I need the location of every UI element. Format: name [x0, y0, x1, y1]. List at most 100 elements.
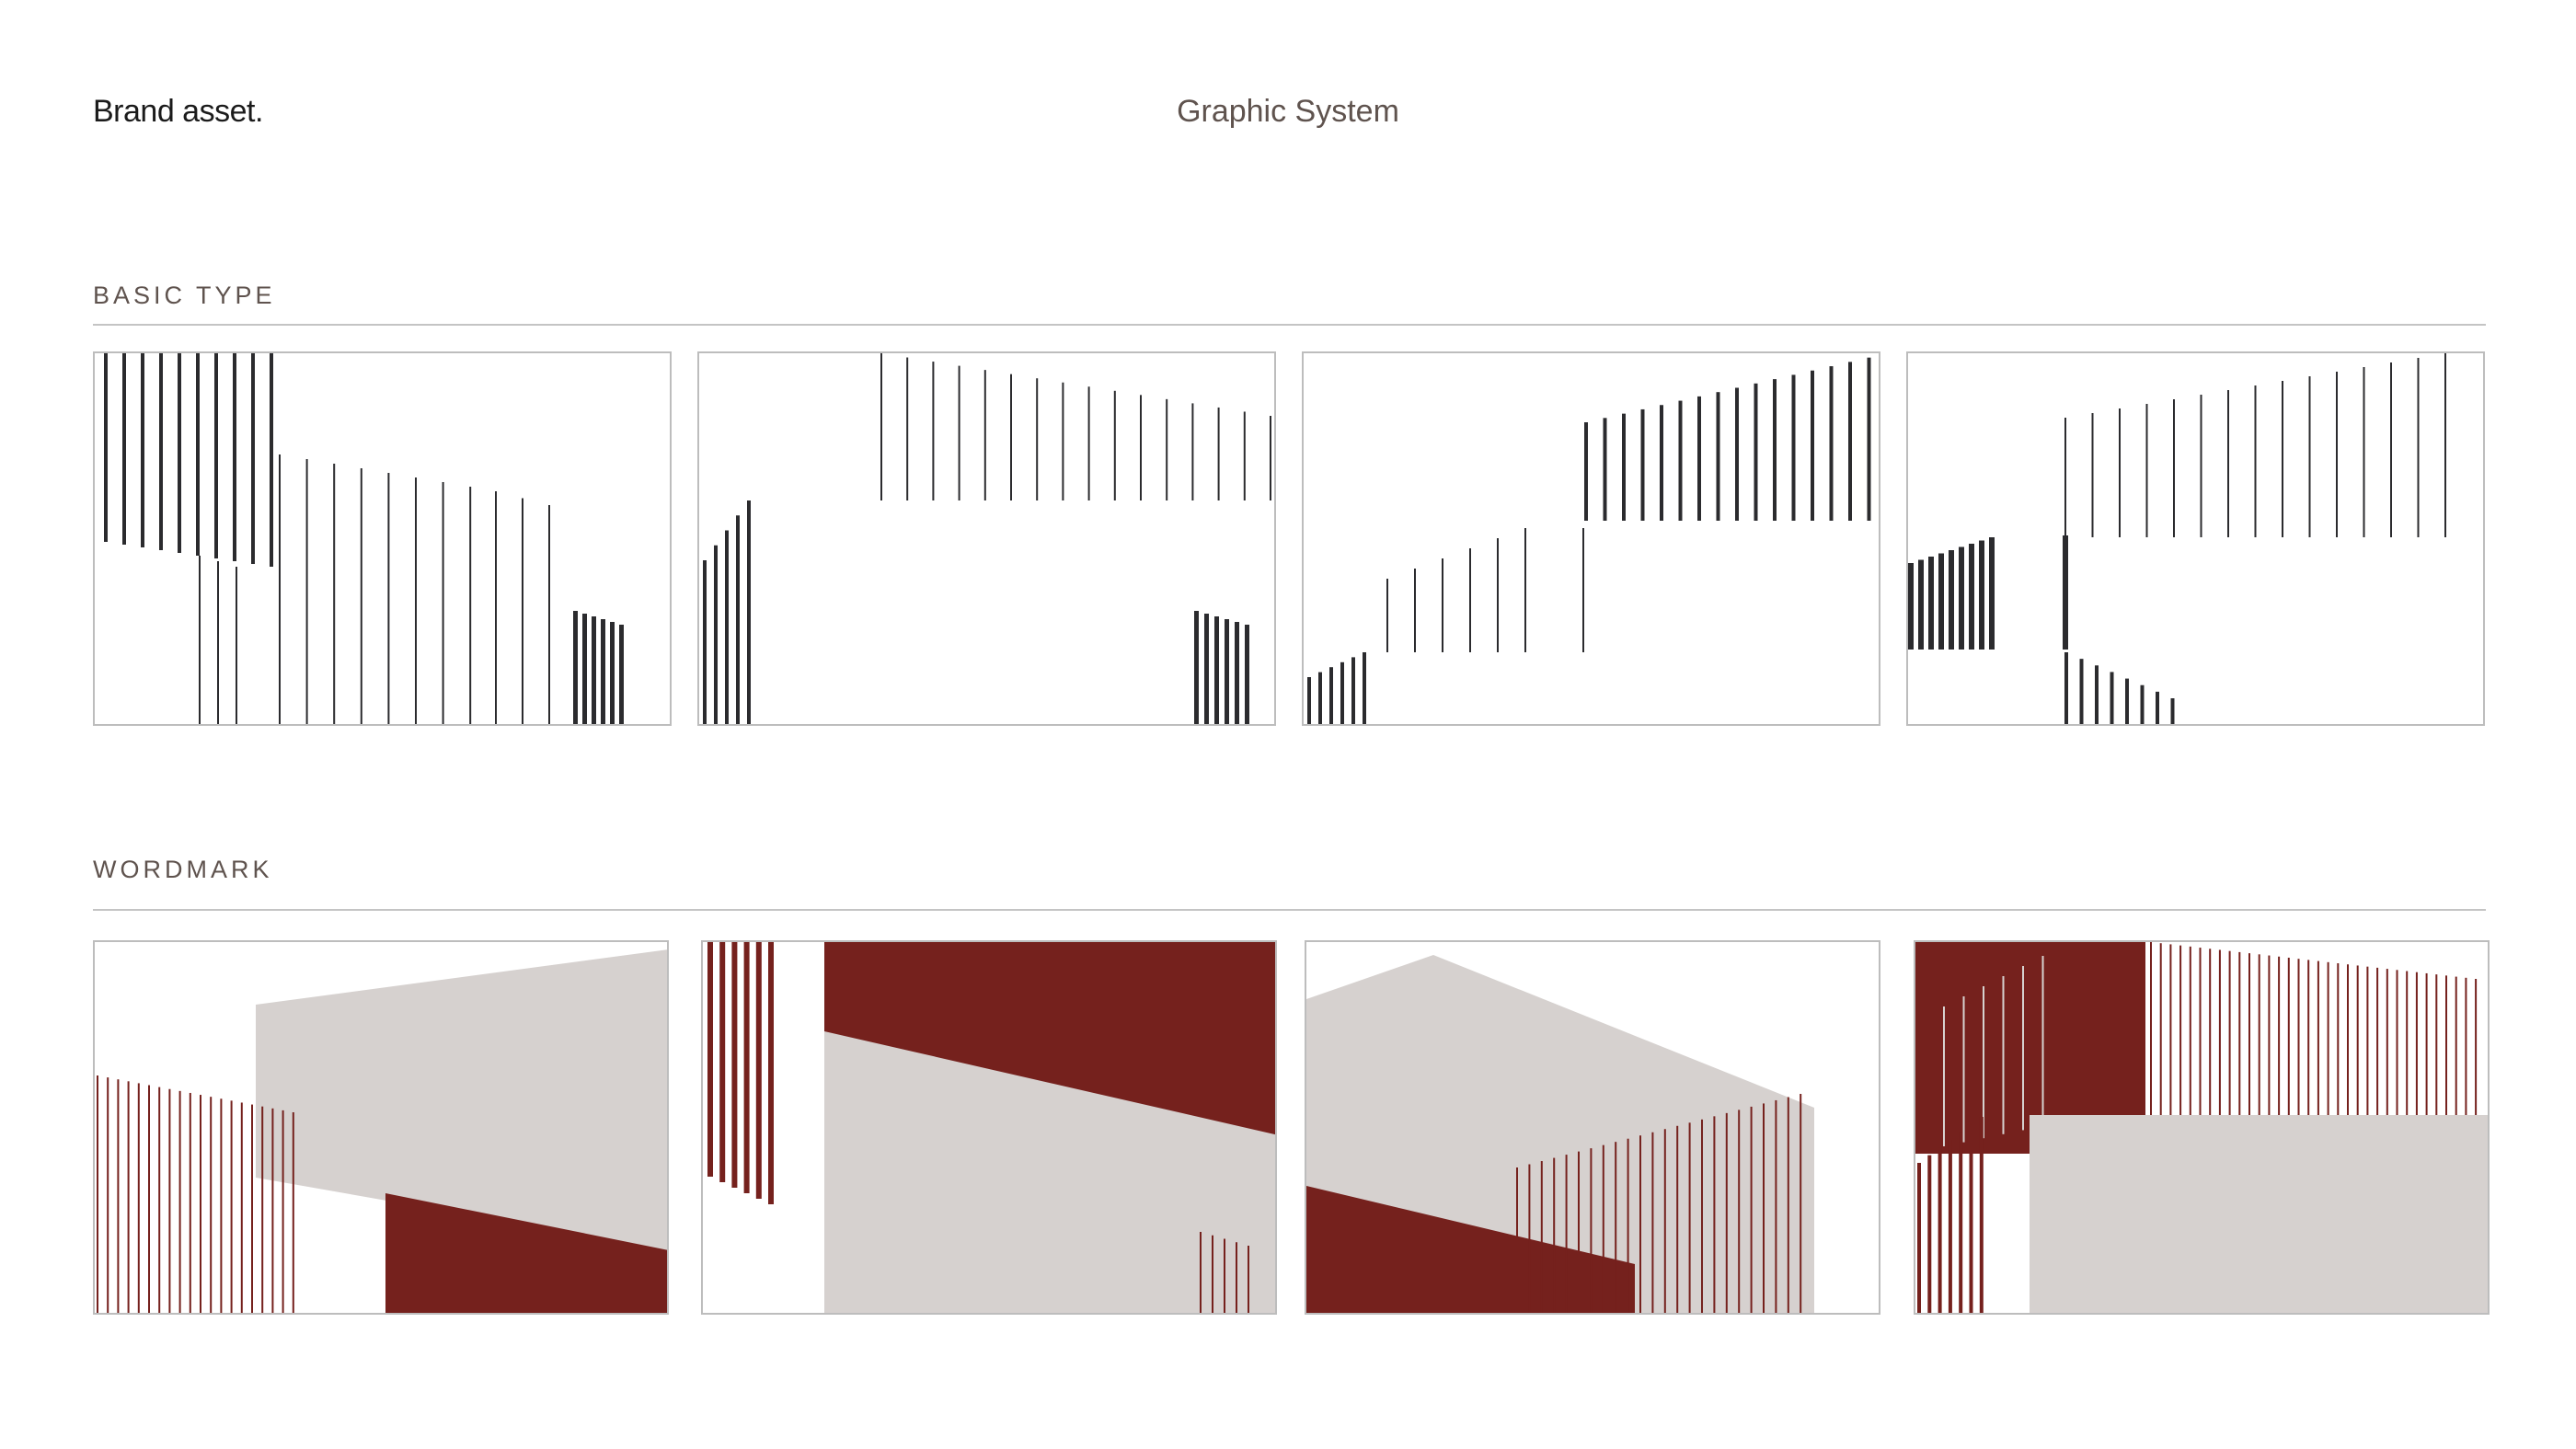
maroon-stripe	[261, 1106, 264, 1313]
maroon-stripe	[1800, 1094, 1802, 1313]
thin-stripe	[906, 357, 909, 500]
thin-stripe	[1113, 390, 1116, 500]
bold-stripe	[1225, 619, 1229, 724]
bold-stripe	[736, 515, 740, 724]
bold-stripe	[1949, 550, 1954, 650]
maroon-stripe	[2347, 964, 2349, 1115]
page-title: Graphic System	[1177, 94, 1399, 129]
basic-type-panel-4	[1906, 351, 2485, 726]
maroon-stripe	[2386, 969, 2388, 1115]
bold-stripe	[714, 545, 718, 724]
section-label-wordmark: WORDMARK	[93, 856, 273, 883]
bold-stripe	[1678, 400, 1683, 521]
thin-stripe	[983, 370, 986, 500]
thin-stripe	[217, 561, 219, 724]
bold-stripe	[2079, 659, 2084, 724]
thin-stripe	[2417, 358, 2420, 537]
maroon-stripe	[2307, 960, 2310, 1115]
bold-stripe	[1969, 544, 1974, 650]
maroon-stripe	[2435, 974, 2438, 1115]
maroon-stripe	[2415, 972, 2418, 1115]
maroon-stripe	[178, 1090, 181, 1313]
bold-stripe	[1194, 611, 1199, 724]
maroon-stripe	[1775, 1099, 1777, 1313]
bold-stripe	[214, 353, 218, 558]
thin-stripe	[1270, 416, 1271, 500]
maroon-stripe	[1917, 1163, 1921, 1313]
bold-stripe	[1867, 357, 1871, 521]
maroon-stripe	[2366, 966, 2369, 1115]
maroon-stripe	[1701, 1119, 1703, 1313]
wordmark-pattern-4	[1915, 942, 2488, 1313]
maroon-stripe	[127, 1081, 130, 1313]
thin-stripe	[495, 491, 497, 724]
thin-stripe	[2173, 399, 2175, 537]
bold-stripe	[1791, 374, 1796, 521]
wordmark-panel-1	[93, 940, 669, 1315]
maroon-stripe	[743, 942, 750, 1193]
thin-stripe	[1442, 558, 1443, 652]
maroon-stripe	[731, 942, 738, 1188]
bold-stripe	[2064, 652, 2068, 724]
bold-stripe	[1829, 366, 1834, 521]
maroon-stripe	[2209, 949, 2212, 1115]
bold-stripe	[1959, 546, 1964, 650]
thin-stripe	[305, 459, 308, 724]
maroon-stripe	[2297, 959, 2300, 1115]
thin-stripe	[2390, 362, 2392, 537]
thin-stripe	[1191, 403, 1194, 500]
basic-type-pattern-4	[1908, 353, 2446, 724]
thin-stripe	[522, 498, 523, 724]
bold-stripe	[610, 622, 615, 724]
maroon-stripe	[2425, 972, 2428, 1115]
thin-stripe	[1469, 548, 1471, 652]
maroon-stripe	[148, 1085, 150, 1313]
maroon-stripe	[271, 1108, 274, 1313]
maroon-stripe	[2258, 954, 2260, 1115]
grey-stripe	[1962, 996, 1965, 1143]
maroon-stripe	[1651, 1132, 1654, 1313]
maroon-shape	[1306, 1186, 1635, 1313]
bold-stripe	[1979, 540, 1984, 650]
maroon-stripe	[1602, 1144, 1604, 1313]
bold-stripe	[1351, 657, 1355, 724]
thin-stripe	[333, 464, 336, 724]
bold-stripe	[2156, 691, 2159, 724]
basic-type-pattern-2	[703, 353, 1271, 724]
bold-stripe	[1640, 408, 1645, 521]
bold-stripe	[1918, 559, 1924, 650]
maroon-stripe	[230, 1100, 233, 1313]
thin-stripe	[1386, 579, 1388, 652]
maroon-stripe	[1540, 1161, 1543, 1313]
wordmark-panel-3	[1305, 940, 1880, 1315]
maroon-stripe	[220, 1098, 223, 1313]
thin-stripe	[2254, 385, 2257, 537]
thin-stripe	[958, 365, 960, 500]
bold-stripe	[703, 560, 707, 724]
thin-stripe	[199, 556, 201, 724]
basic-type-panel-3	[1302, 351, 1880, 726]
bold-stripe	[573, 611, 578, 724]
grey-stripe	[1943, 1006, 1945, 1146]
bold-stripe	[1340, 661, 1344, 724]
maroon-stripe	[2475, 979, 2478, 1115]
bold-stripe	[1811, 370, 1814, 521]
maroon-stripe	[282, 1110, 284, 1313]
maroon-stripe	[1627, 1138, 1629, 1313]
maroon-stripe	[1528, 1164, 1531, 1313]
section-label-basic-type: BASIC TYPE	[93, 282, 276, 309]
bold-stripe	[196, 353, 200, 556]
maroon-stripe	[1979, 1117, 1984, 1313]
maroon-stripe	[1948, 1140, 1952, 1313]
thin-stripe	[1497, 538, 1499, 652]
bold-stripe	[1584, 422, 1588, 521]
bold-stripe	[1908, 563, 1914, 650]
maroon-stripe	[2189, 946, 2191, 1115]
bold-stripe	[1204, 614, 1209, 724]
maroon-stripe	[1248, 1246, 1249, 1313]
maroon-stripe	[107, 1077, 109, 1313]
bold-stripe	[2125, 678, 2129, 724]
brand-title: Brand asset.	[93, 94, 263, 129]
bold-stripe	[2110, 672, 2114, 724]
bold-stripe	[233, 353, 236, 561]
